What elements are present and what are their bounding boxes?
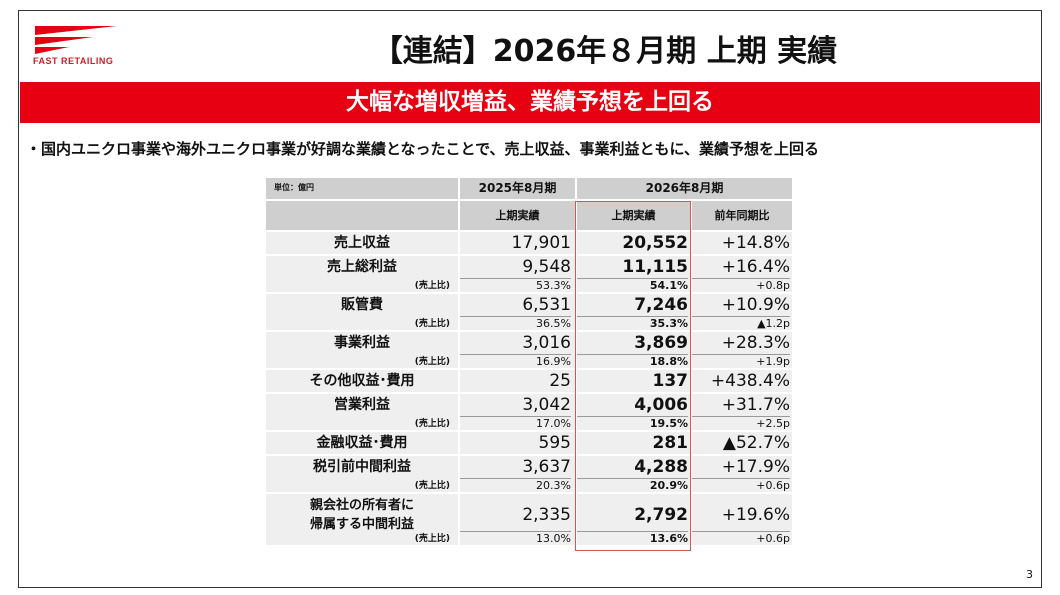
logo-text: FAST RETAILING (33, 56, 114, 66)
value-3: +19.6% (721, 505, 790, 525)
ratio-1: 20.3% (460, 478, 571, 492)
fast-retailing-logo (35, 26, 117, 54)
value-2: 4,288 (634, 457, 688, 477)
ratio-1: 13.0% (460, 531, 571, 545)
table-row: 売上総利益 (売上比) 9,548 53.3% 11,115 54.1% +16.4% +0.… (266, 256, 792, 294)
table-row: 金融収益･費用 595 281 ▲52.7% (266, 432, 792, 456)
ratio-1: 17.0% (460, 416, 571, 430)
value-1: 3,042 (522, 395, 571, 415)
unit-label: 単位：億円 (274, 183, 314, 192)
headline-banner: 大幅な増収増益、業績予想を上回る (20, 82, 1040, 123)
ratio-label: (売上比) (414, 419, 450, 429)
summary-bullet: ・国内ユニクロ事業や海外ユニクロ事業が好調な業績となったことで、売上収益、事業利… (26, 140, 820, 158)
ratio-3: +1.9p (692, 354, 790, 368)
ratio-3: ▲1.2p (692, 316, 790, 330)
value-1: 3,016 (522, 333, 571, 353)
ratio-label: (売上比) (414, 319, 450, 329)
table-row: 税引前中間利益 (売上比) 3,637 20.3% 4,288 20.9% +17.9% +0… (266, 456, 792, 494)
value-2: 4,006 (634, 395, 688, 415)
ratio-label: (売上比) (414, 534, 450, 544)
value-3: +17.9% (721, 457, 790, 477)
value-3: ▲52.7% (722, 433, 790, 453)
value-2: 137 (652, 371, 689, 391)
ratio-2: 19.5% (577, 416, 688, 430)
ratio-label: (売上比) (414, 481, 450, 491)
value-1: 3,637 (522, 457, 571, 477)
ratio-3: +0.6p (692, 531, 790, 545)
ratio-2: 35.3% (577, 316, 688, 330)
header-fy2025: 2025年8月期 (458, 178, 575, 199)
slide-frame (18, 10, 1042, 588)
value-3: +16.4% (721, 257, 790, 277)
header-yoy: 前年同期比 (690, 201, 792, 230)
value-1: 2,335 (522, 505, 571, 525)
value-3: +438.4% (710, 371, 790, 391)
header-h1-2025: 上期実績 (458, 201, 575, 230)
ratio-2: 20.9% (577, 478, 688, 492)
value-2: 20,552 (622, 233, 688, 253)
ratio-3: +2.5p (692, 416, 790, 430)
value-2: 281 (652, 433, 689, 453)
ratio-3: +0.8p (692, 278, 790, 292)
row-label: 金融収益･費用 (316, 435, 408, 451)
table-row: その他収益･費用 25 137 +438.4% (266, 370, 792, 394)
ratio-1: 36.5% (460, 316, 571, 330)
value-2: 3,869 (634, 333, 688, 353)
ratio-1: 16.9% (460, 354, 571, 368)
page-number: 3 (1026, 568, 1033, 581)
ratio-1: 53.3% (460, 278, 571, 292)
table-row: 売上収益 17,901 20,552 +14.8% (266, 232, 792, 256)
table-row: 営業利益 (売上比) 3,042 17.0% 4,006 19.5% +31.7% +2.5p (266, 394, 792, 432)
ratio-2: 13.6% (577, 531, 688, 545)
header-fy2026: 2026年8月期 (575, 178, 792, 199)
value-2: 2,792 (634, 505, 688, 525)
value-2: 11,115 (622, 257, 688, 277)
row-label: 販管費 (341, 297, 383, 313)
value-3: +31.7% (721, 395, 790, 415)
ratio-3: +0.6p (692, 478, 790, 492)
table-row: 親会社の所有者に 帰属する中間利益 (売上比) 2,335 13.0% 2,792 13.… (266, 494, 792, 547)
value-3: +28.3% (721, 333, 790, 353)
value-3: +10.9% (721, 295, 790, 315)
value-1: 595 (538, 433, 571, 453)
page-title: 【連結】2026年８月期 上期 実績 (372, 34, 838, 69)
row-label: 売上収益 (334, 235, 390, 251)
value-1: 9,548 (522, 257, 571, 277)
header-h1-2026: 上期実績 (575, 201, 690, 230)
row-label: 事業利益 (334, 335, 390, 351)
ratio-label: (売上比) (414, 281, 450, 291)
value-2: 7,246 (634, 295, 688, 315)
row-label: 税引前中間利益 (313, 459, 411, 475)
table-row: 販管費 (売上比) 6,531 36.5% 7,246 35.3% +10.9% ▲1.2p (266, 294, 792, 332)
results-table: 単位：億円 2025年8月期 2026年8月期 上期実績 上期実績 前年同期比 … (266, 178, 792, 547)
row-label: 営業利益 (334, 397, 390, 413)
ratio-2: 54.1% (577, 278, 688, 292)
value-1: 17,901 (511, 233, 571, 253)
ratio-2: 18.8% (577, 354, 688, 368)
row-label: その他収益･費用 (309, 373, 415, 389)
row-label: 売上総利益 (327, 259, 397, 275)
value-3: +14.8% (721, 233, 790, 253)
ratio-label: (売上比) (414, 357, 450, 367)
table-row: 事業利益 (売上比) 3,016 16.9% 3,869 18.8% +28.3% +1.9p (266, 332, 792, 370)
row-label: 親会社の所有者に 帰属する中間利益 (309, 498, 414, 532)
value-1: 6,531 (522, 295, 571, 315)
value-1: 25 (549, 371, 571, 391)
